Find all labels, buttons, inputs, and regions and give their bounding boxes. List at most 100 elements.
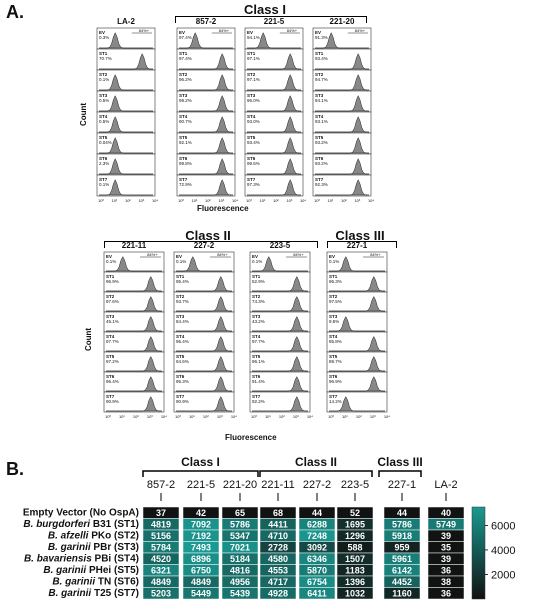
fig2-percent: 97.2% [106, 359, 119, 364]
fig1-tick-label: 10³ [286, 198, 292, 203]
fig2-row-label: ST1 [176, 274, 185, 279]
fig2-row-label: ST5 [252, 354, 261, 359]
fig1-histogram [315, 74, 369, 91]
fig1-percent: 94.1% [247, 35, 260, 40]
colorbar [471, 506, 486, 600]
fig1-percent: 0.5% [99, 119, 109, 124]
fig1-percent: 92.1% [179, 140, 192, 145]
fig2-row-label: ST4 [176, 334, 185, 339]
heatmap-cell-value: 7021 [230, 542, 250, 552]
heatmap-column-label: 221-11 [261, 479, 294, 491]
fig1-histogram [315, 53, 369, 70]
fig1-ylabel: Count [79, 102, 89, 127]
heatmap-cell-value: 52 [350, 508, 360, 518]
heatmap-cell-value: 6321 [151, 565, 171, 575]
fig1-tick-label: 10³ [218, 198, 224, 203]
heatmap-column-label: 221-20 [223, 479, 257, 491]
fig1-percent: 93.2% [315, 140, 328, 145]
fig2-histogram [252, 396, 308, 412]
heatmap-cell [336, 587, 374, 600]
heatmap-row-label: B. garinii PHei (ST5) [43, 565, 139, 576]
heatmap-cell-value: 1695 [345, 519, 365, 529]
class-ii-bracket [104, 241, 318, 248]
fig1-histogram [247, 179, 301, 196]
fig1-gate-label: 84%+ [219, 28, 230, 33]
fig2-percent: 43.2% [252, 319, 265, 324]
heatmap-cell-value: 36 [441, 565, 451, 575]
fig1-row-label: ST6 [247, 156, 256, 161]
fig2-histogram [106, 355, 162, 372]
fig2-tick-label: 10² [279, 414, 285, 419]
fig1-col-title: LA-2 [117, 17, 135, 26]
fig1-percent: 97.3% [247, 182, 260, 187]
fig1-percent: 72.9% [179, 182, 192, 187]
fig1-percent: 93.1% [315, 119, 328, 124]
fig2-tick-label: 10⁰ [175, 414, 181, 419]
heatmap-cell-value: 7493 [191, 542, 211, 552]
heatmap-cell-value: 37 [156, 508, 166, 518]
fig1-row-label: ST5 [315, 135, 324, 140]
fig2-row-label: ST3 [176, 314, 185, 319]
fig2-percent: 85.8% [329, 339, 342, 344]
heatmap-cell-value: 5749 [436, 519, 456, 529]
fig1-row-label: ST5 [179, 135, 188, 140]
fig2-percent: 84.4% [176, 319, 189, 324]
heatmap-cell-value: 5784 [151, 542, 171, 552]
fig2-histogram [106, 396, 162, 412]
fig1-tick-label: 10⁴ [232, 198, 238, 203]
fig2-row-label: ST2 [106, 294, 115, 299]
heatmap-cell-value: 7192 [191, 531, 211, 541]
class-i-bracket-fig1 [175, 16, 367, 23]
fig1-histogram [315, 158, 369, 175]
heatmap-cell [298, 587, 336, 600]
heatmap-cell-value: 6142 [392, 565, 412, 575]
fig2-gate-label: 84%+ [293, 252, 304, 257]
fig2-tick-label: 10¹ [342, 414, 348, 419]
fig2-histogram [106, 295, 162, 312]
fig2-row-label: ST7 [176, 394, 185, 399]
fig2-row-label: ST1 [252, 274, 261, 279]
fig1-histogram [247, 53, 301, 70]
fig1-row-label: ST7 [99, 177, 108, 182]
fig1-xlabel: Fluorescence [197, 204, 249, 213]
fig1-row-label: ST2 [99, 72, 108, 77]
fig1-histogram [247, 116, 301, 133]
fig1-tick-label: 10² [125, 198, 131, 203]
fig2-histogram [252, 335, 308, 352]
fig1-percent: 94.7% [315, 77, 328, 82]
fig2-percent: 93.7% [176, 299, 189, 304]
heatmap-row-label: B. burgdorferi B31 (ST1) [23, 519, 139, 530]
fig1-percent: 0.1% [99, 182, 109, 187]
heatmap-cell-value: 44 [312, 508, 322, 518]
heatmap-row-label: B. bavariensis PBi (ST4) [24, 554, 139, 565]
fig1-tick-label: 10⁰ [314, 198, 320, 203]
fig1-tick-label: 10² [273, 198, 279, 203]
heatmap: Class I Class II Class III 857-2 221-5 221-20… [23, 455, 515, 600]
fig1-tick-label: 10¹ [259, 198, 265, 203]
heatmap-cell [383, 587, 421, 600]
fig2-histogram [106, 315, 162, 332]
fig1-row-label: ST3 [247, 93, 256, 98]
fig1-histogram [247, 32, 301, 49]
fig1-percent: 92.3% [315, 182, 328, 187]
fig1-tick-label: 10⁰ [178, 198, 184, 203]
fig2-row-label: EV [252, 254, 258, 259]
fig2-row-label: ST1 [106, 274, 115, 279]
fig2-row-label: ST7 [329, 394, 338, 399]
heatmap-cell-value: 588 [347, 542, 362, 552]
heatmap-cell-value: 39 [441, 554, 451, 564]
fig2-histogram [176, 275, 232, 292]
fig1-tick-label: 10⁰ [98, 198, 104, 203]
fig1-histogram [315, 137, 369, 154]
fig1-row-label: ST1 [179, 51, 188, 56]
fig1-col-title: 221-5 [264, 17, 285, 26]
heatmap-cell-value: 1296 [345, 531, 365, 541]
heatmap-row-label: B. garinii PBr (ST3) [48, 542, 139, 553]
fig1-row-label: EV [179, 30, 185, 35]
fig1-histogram [179, 53, 233, 70]
fig1-row-label: EV [315, 30, 321, 35]
fig1-row-label: ST4 [99, 114, 108, 119]
heatmap-row-label: Empty Vector (No OspA) [23, 508, 139, 519]
fig2-percent: 97.7% [106, 339, 119, 344]
heatmap-column-label: 223-5 [341, 479, 369, 491]
